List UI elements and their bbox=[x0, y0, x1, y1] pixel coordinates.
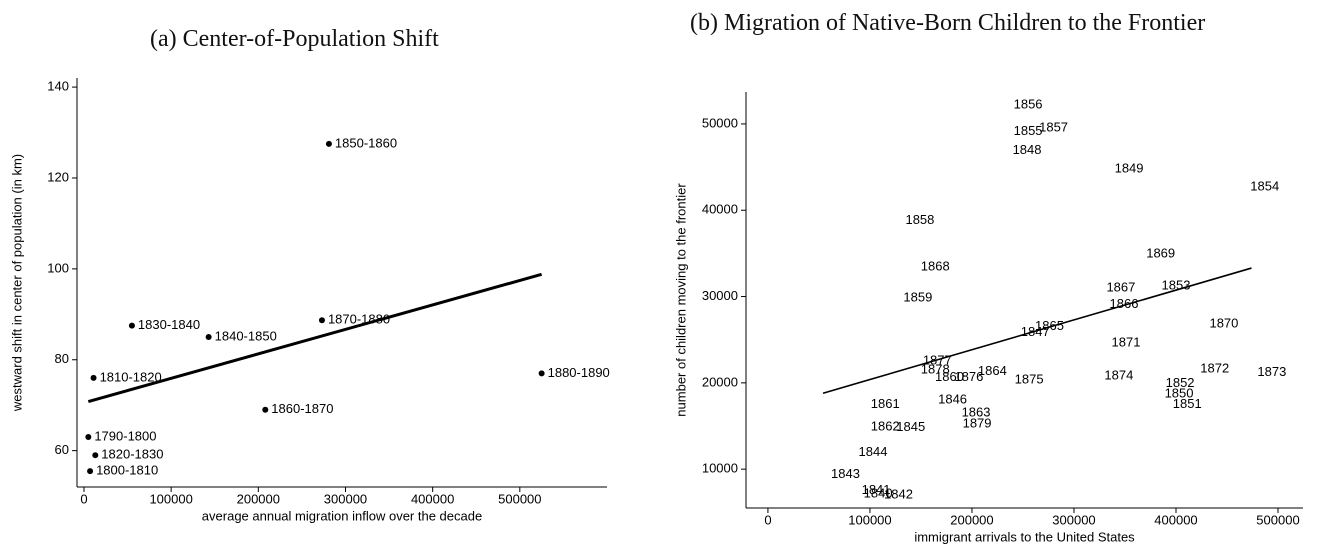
point-label: 1875 bbox=[1015, 372, 1044, 387]
point-label: 1876 bbox=[954, 369, 983, 384]
x-tick-label: 100000 bbox=[848, 512, 891, 527]
y-tick-label: 30000 bbox=[702, 288, 738, 303]
y-tick-label: 100 bbox=[47, 260, 69, 275]
point bbox=[85, 434, 92, 441]
point-label: 1843 bbox=[831, 466, 860, 481]
point bbox=[262, 406, 269, 413]
point-label: 1820-1830 bbox=[101, 447, 163, 462]
point-label: 1840 bbox=[864, 486, 893, 501]
point bbox=[90, 374, 97, 381]
point-label: 1874 bbox=[1104, 367, 1133, 382]
point bbox=[538, 370, 545, 377]
point-label: 1847 bbox=[1021, 324, 1050, 339]
point-label: 1880-1890 bbox=[548, 365, 610, 380]
x-axis-label: average annual migration inflow over the… bbox=[202, 508, 482, 523]
point-label: 1861 bbox=[871, 396, 900, 411]
point-label: 1870 bbox=[1209, 316, 1238, 331]
chart-title: (a) Center-of-Population Shift bbox=[150, 26, 439, 52]
y-tick-label: 40000 bbox=[702, 202, 738, 217]
y-tick-label: 60 bbox=[55, 442, 69, 457]
point-label: 1862 bbox=[871, 418, 900, 433]
point-label: 1870-1880 bbox=[328, 312, 390, 327]
x-axis-label: immigrant arrivals to the United States bbox=[914, 529, 1135, 544]
point-label: 1853 bbox=[1162, 278, 1191, 293]
x-tick-label: 500000 bbox=[498, 491, 541, 506]
point-label: 1859 bbox=[903, 290, 932, 305]
point-label: 1869 bbox=[1146, 246, 1175, 261]
point-label: 1800-1810 bbox=[96, 463, 158, 478]
x-tick-label: 300000 bbox=[324, 491, 367, 506]
x-tick-label: 100000 bbox=[149, 491, 192, 506]
point-label: 1867 bbox=[1106, 279, 1135, 294]
point-label: 1868 bbox=[921, 259, 950, 274]
y-tick-label: 80 bbox=[55, 351, 69, 366]
point-label: 1879 bbox=[963, 416, 992, 431]
point-label: 1790-1800 bbox=[94, 428, 156, 443]
x-tick-label: 200000 bbox=[950, 512, 993, 527]
fit-line bbox=[87, 272, 543, 404]
y-axis-label: westward shift in center of population (… bbox=[9, 154, 24, 412]
point-label: 1810-1820 bbox=[100, 369, 162, 384]
y-tick-label: 50000 bbox=[702, 115, 738, 130]
point-label: 1877 bbox=[923, 353, 952, 368]
point-label: 1856 bbox=[1014, 96, 1043, 111]
y-tick-label: 10000 bbox=[702, 461, 738, 476]
point-label: 1872 bbox=[1200, 360, 1229, 375]
y-axis-label: number of children moving to the frontie… bbox=[673, 183, 688, 417]
y-tick-label: 140 bbox=[47, 79, 69, 94]
point-label: 1858 bbox=[905, 212, 934, 227]
point bbox=[205, 334, 212, 341]
x-tick-label: 200000 bbox=[237, 491, 280, 506]
point-label: 1852 bbox=[1166, 375, 1195, 390]
point-label: 1842 bbox=[884, 486, 913, 501]
y-tick-label: 120 bbox=[47, 169, 69, 184]
point-label: 1844 bbox=[859, 444, 888, 459]
point-label: 1850 bbox=[1165, 386, 1194, 401]
point-label: 1857 bbox=[1039, 120, 1068, 135]
y-tick-label: 20000 bbox=[702, 374, 738, 389]
point-label: 1871 bbox=[1112, 335, 1141, 350]
point-label: 1845 bbox=[896, 419, 925, 434]
point-label: 1830-1840 bbox=[138, 317, 200, 332]
point-label: 1873 bbox=[1257, 364, 1286, 379]
point bbox=[92, 452, 99, 459]
point-label: 1840-1850 bbox=[215, 328, 277, 343]
point bbox=[128, 322, 135, 329]
x-tick-label: 400000 bbox=[1154, 512, 1197, 527]
x-tick-label: 0 bbox=[764, 512, 771, 527]
point-label: 1863 bbox=[962, 404, 991, 419]
point-label: 1855 bbox=[1014, 123, 1043, 138]
point-label: 1865 bbox=[1035, 318, 1064, 333]
x-tick-label: 0 bbox=[80, 491, 87, 506]
point bbox=[87, 468, 94, 475]
x-tick-label: 400000 bbox=[411, 491, 454, 506]
point-label: 1848 bbox=[1013, 142, 1042, 157]
chart-title: (b) Migration of Native-Born Children to… bbox=[690, 10, 1206, 36]
x-tick-label: 300000 bbox=[1052, 512, 1095, 527]
point-label: 1841 bbox=[862, 482, 891, 497]
point-label: 1854 bbox=[1250, 178, 1279, 193]
point-label: 1846 bbox=[938, 392, 967, 407]
point-label: 1851 bbox=[1173, 396, 1202, 411]
point bbox=[318, 317, 325, 324]
point-label: 1864 bbox=[978, 363, 1007, 378]
point-label: 1878 bbox=[921, 361, 950, 376]
x-tick-label: 500000 bbox=[1256, 512, 1299, 527]
point-label: 1849 bbox=[1115, 160, 1144, 175]
point-label: 1850-1860 bbox=[335, 135, 397, 150]
fit-line bbox=[822, 267, 1252, 394]
point-label: 1866 bbox=[1110, 296, 1139, 311]
point-label: 1860 bbox=[935, 369, 964, 384]
point-label: 1860-1870 bbox=[271, 401, 333, 416]
point bbox=[325, 140, 332, 147]
